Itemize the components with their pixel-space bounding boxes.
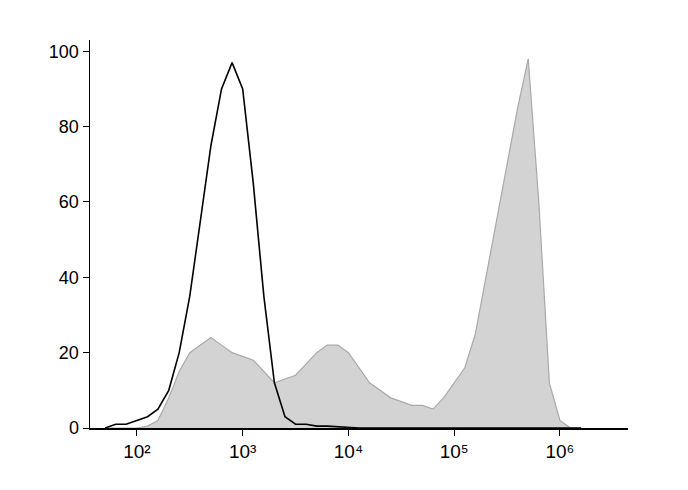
svg-text:10²: 10² (123, 441, 150, 462)
svg-text:80: 80 (59, 117, 79, 137)
svg-text:40: 40 (59, 268, 79, 288)
svg-text:100: 100 (49, 42, 79, 62)
svg-text:20: 20 (59, 343, 79, 363)
svg-text:10⁵: 10⁵ (440, 441, 469, 462)
svg-text:10⁴: 10⁴ (334, 441, 363, 462)
svg-text:10⁶: 10⁶ (545, 441, 574, 462)
svg-text:0: 0 (69, 418, 79, 438)
svg-text:60: 60 (59, 192, 79, 212)
svg-text:10³: 10³ (229, 441, 256, 462)
